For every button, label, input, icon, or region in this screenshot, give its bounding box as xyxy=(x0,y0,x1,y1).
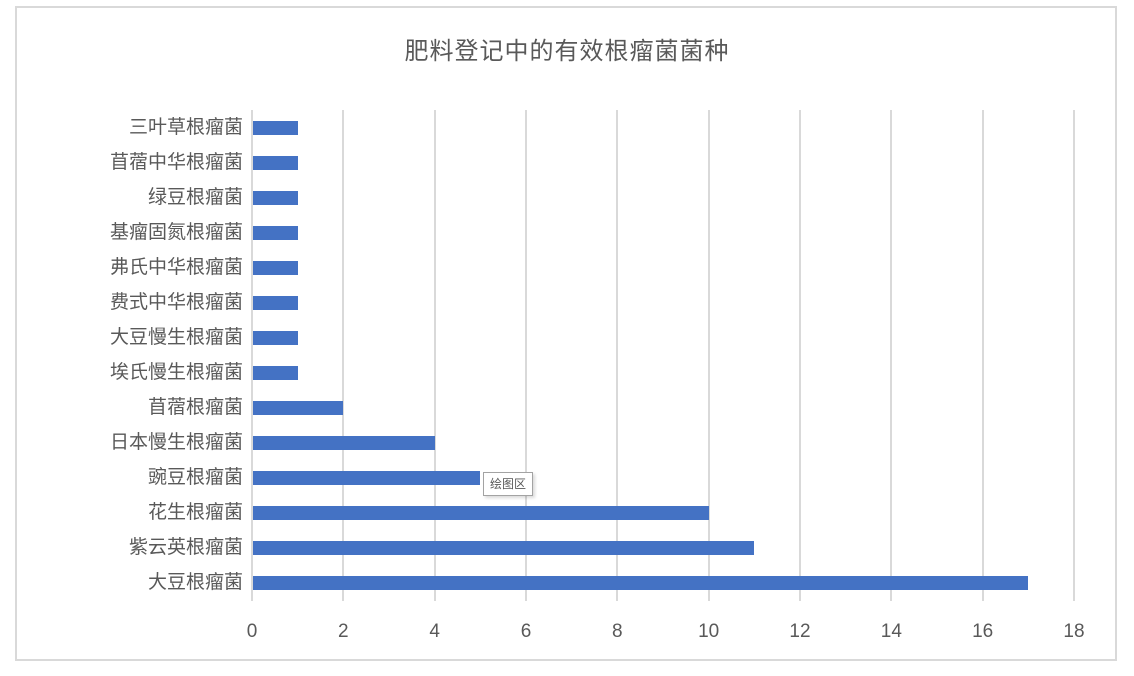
bar[interactable] xyxy=(253,330,298,345)
bar[interactable] xyxy=(253,436,435,451)
chart-title: 肥料登记中的有效根瘤菌菌种 xyxy=(404,38,730,65)
plot-area-tooltip: 绘图区 xyxy=(483,472,534,496)
gridline xyxy=(342,110,345,601)
x-axis-tick-label: 0 xyxy=(246,621,258,642)
y-axis-category-label: 基瘤固氮根瘤菌 xyxy=(109,221,243,243)
y-axis-category-label: 埃氏慢生根瘤菌 xyxy=(109,362,243,384)
plot-area[interactable] xyxy=(252,110,1074,601)
y-axis-category-label: 费式中华根瘤菌 xyxy=(109,291,243,313)
gridline xyxy=(707,110,710,601)
y-axis-category-label: 豌豆根瘤菌 xyxy=(147,467,243,489)
bar[interactable] xyxy=(253,155,298,170)
gridline xyxy=(981,110,984,601)
bar[interactable] xyxy=(253,506,709,521)
y-axis-category-label: 弗氏中华根瘤菌 xyxy=(109,256,243,278)
x-axis-tick-label: 14 xyxy=(880,621,902,642)
x-axis-tick-label: 18 xyxy=(1063,621,1085,642)
gridline xyxy=(890,110,893,601)
bar[interactable] xyxy=(253,295,298,310)
y-axis-category-label: 大豆慢生根瘤菌 xyxy=(109,326,243,348)
bar[interactable] xyxy=(253,366,298,381)
x-axis-tick-label: 8 xyxy=(612,621,623,642)
x-axis-tick-label: 2 xyxy=(338,621,349,642)
y-axis-category-label: 花生根瘤菌 xyxy=(147,502,243,524)
x-axis-tick-label: 16 xyxy=(972,621,994,642)
gridline xyxy=(1073,110,1075,601)
gridline xyxy=(251,110,253,601)
y-axis-category-label: 苜蓿根瘤菌 xyxy=(147,397,243,419)
gridline xyxy=(616,110,619,601)
y-axis-category-label: 大豆根瘤菌 xyxy=(147,572,243,594)
gridline xyxy=(525,110,527,601)
y-axis-category-label: 绿豆根瘤菌 xyxy=(147,186,243,208)
x-axis-tick-label: 10 xyxy=(698,621,720,642)
y-axis-category-label: 紫云英根瘤菌 xyxy=(128,537,243,559)
y-axis-category-label: 三叶草根瘤菌 xyxy=(128,116,243,138)
y-axis-category-label: 苜蓿中华根瘤菌 xyxy=(109,151,243,173)
chart-border xyxy=(15,6,1117,661)
y-axis-category-label: 日本慢生根瘤菌 xyxy=(109,432,243,454)
bar[interactable] xyxy=(253,401,344,416)
gridline xyxy=(433,110,436,601)
x-axis-tick-label: 12 xyxy=(789,621,811,642)
bar[interactable] xyxy=(253,190,298,205)
bar[interactable] xyxy=(253,225,298,240)
x-axis-tick-label: 4 xyxy=(429,621,440,642)
bar[interactable] xyxy=(253,120,298,135)
x-axis-tick-label: 6 xyxy=(520,621,532,642)
bar[interactable] xyxy=(253,576,1029,591)
bar[interactable] xyxy=(253,260,298,275)
bar[interactable] xyxy=(253,471,481,486)
gridline xyxy=(799,110,801,601)
bar[interactable] xyxy=(253,541,755,556)
